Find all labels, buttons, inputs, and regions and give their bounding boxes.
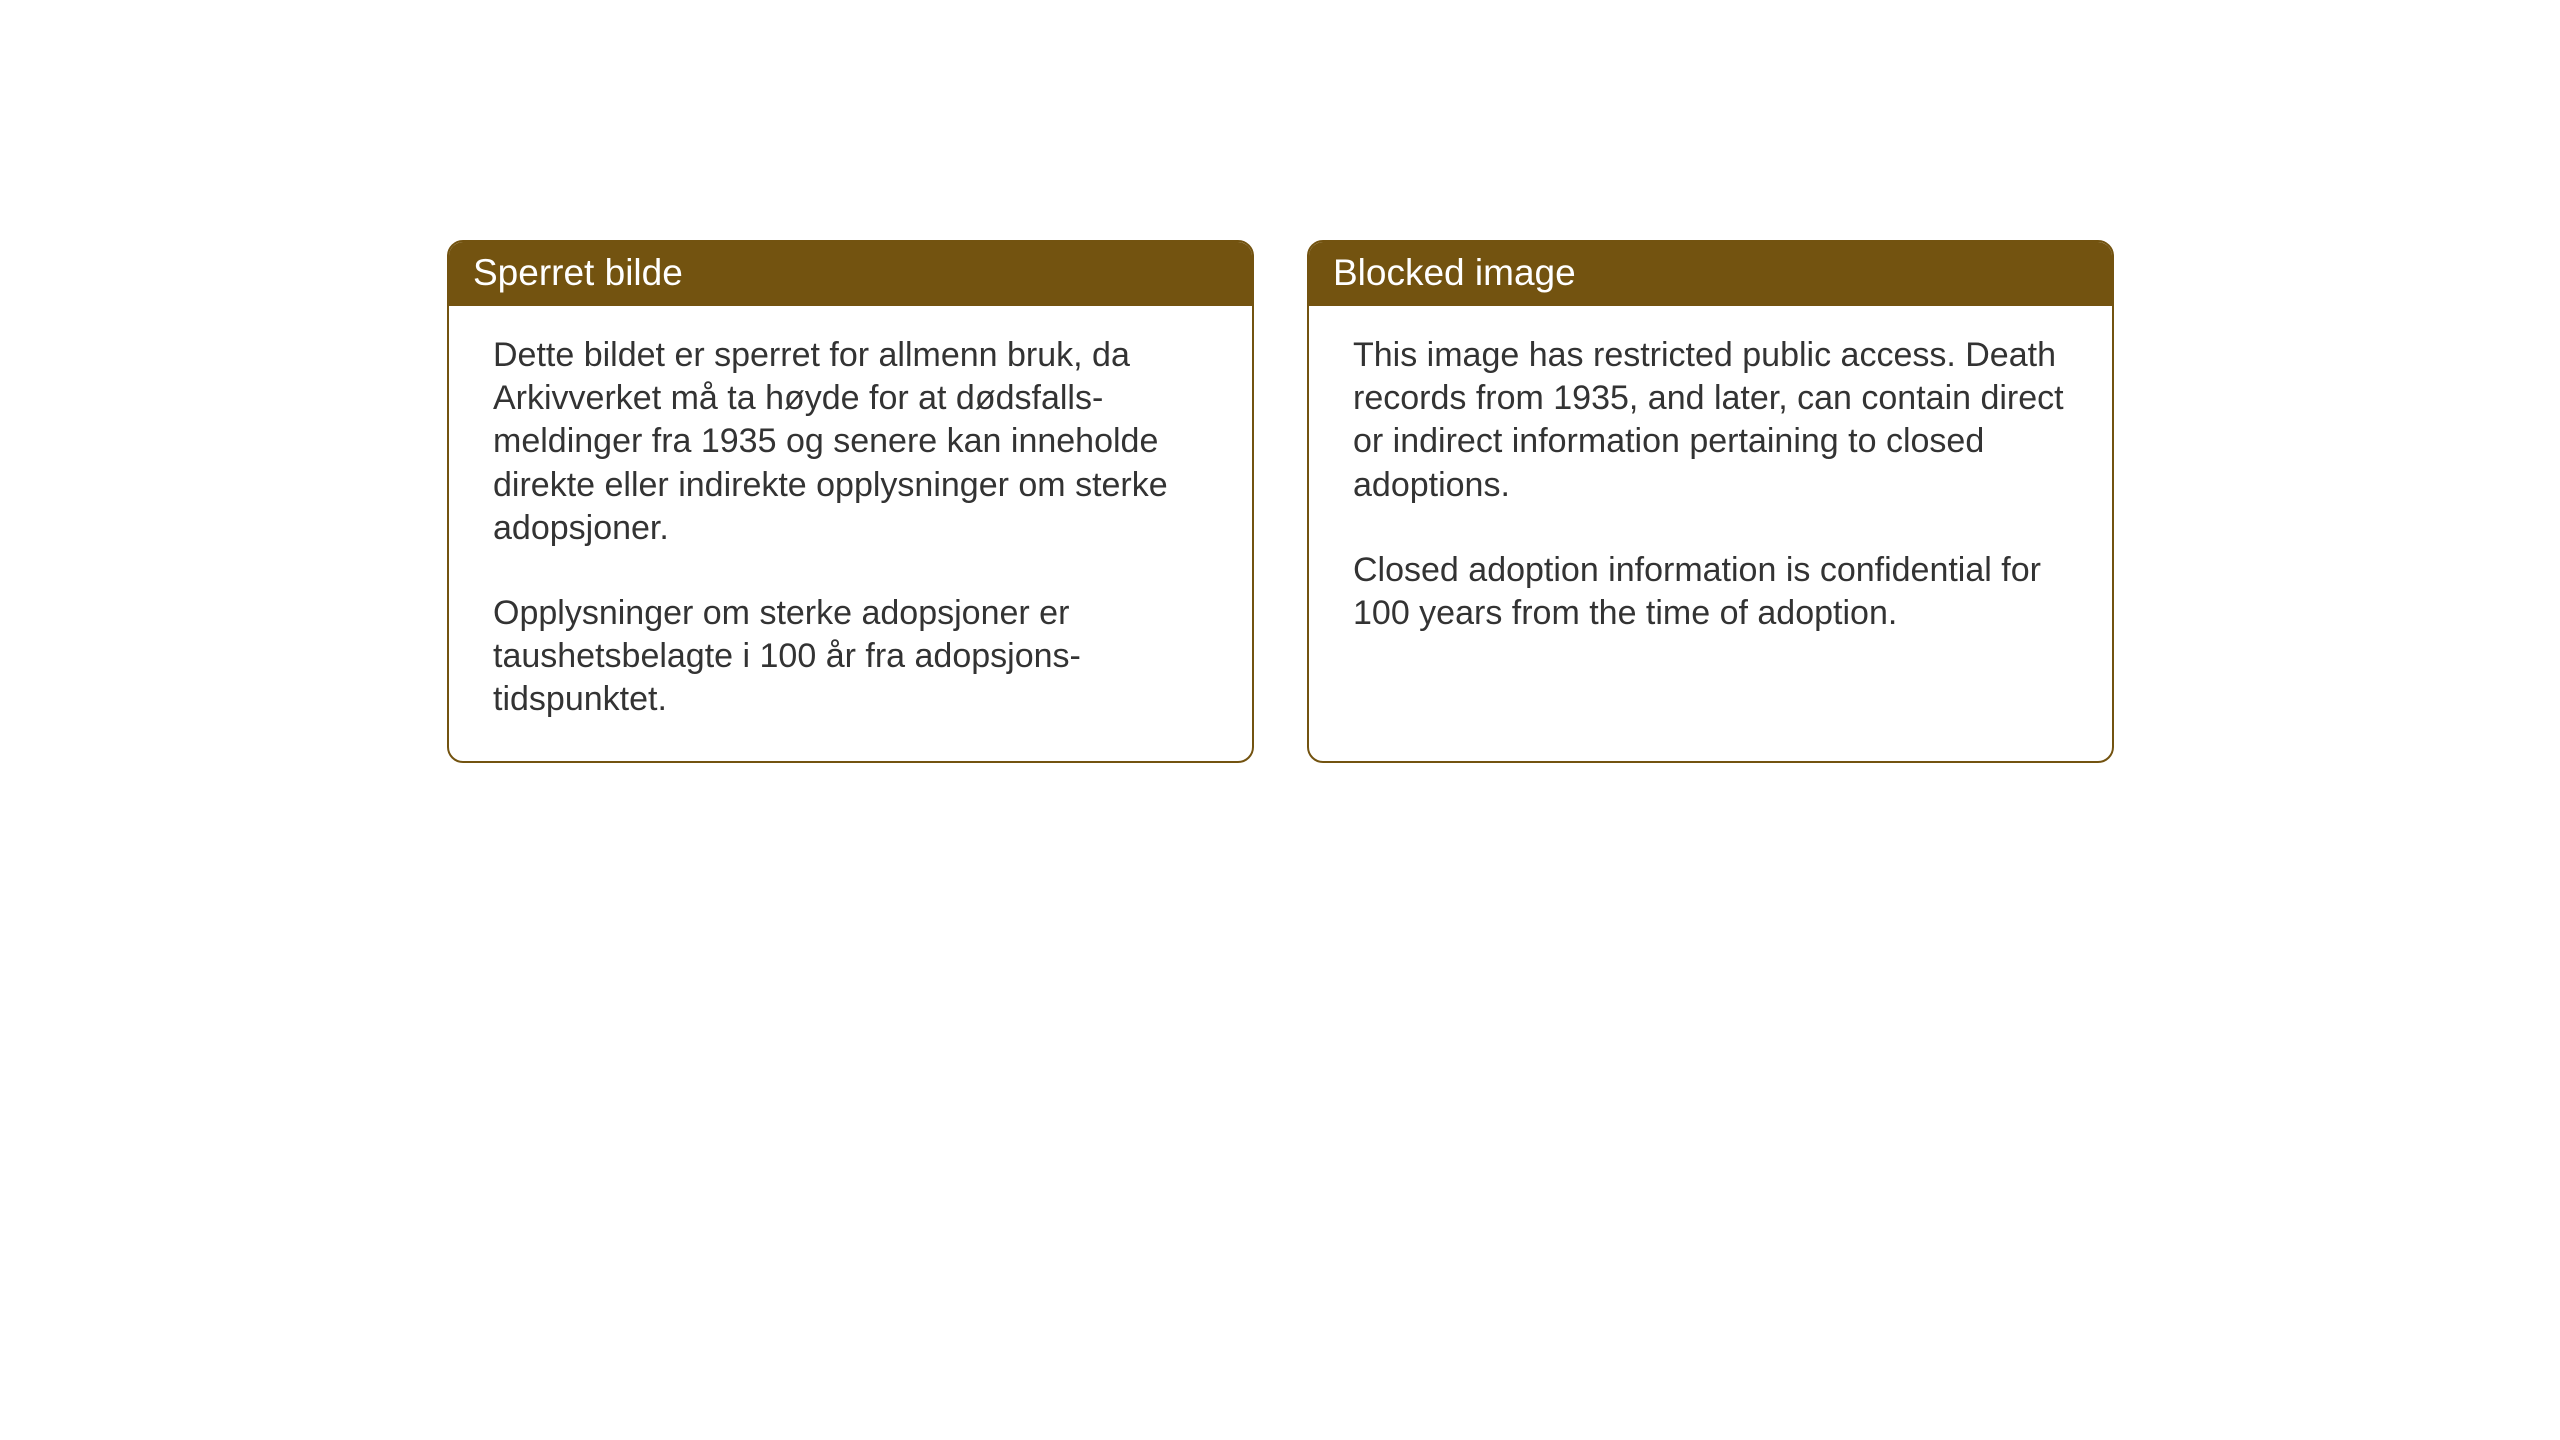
card-paragraph-english-1: This image has restricted public access.… [1353,334,2068,507]
notice-card-english: Blocked image This image has restricted … [1307,240,2114,763]
card-body-english: This image has restricted public access.… [1309,306,2112,675]
card-title-english: Blocked image [1333,252,1576,293]
card-title-norwegian: Sperret bilde [473,252,683,293]
card-body-norwegian: Dette bildet er sperret for allmenn bruk… [449,306,1252,761]
notice-cards-container: Sperret bilde Dette bildet er sperret fo… [447,240,2114,763]
card-paragraph-norwegian-2: Opplysninger om sterke adopsjoner er tau… [493,592,1208,722]
card-paragraph-english-2: Closed adoption information is confident… [1353,549,2068,635]
card-header-english: Blocked image [1309,242,2112,306]
notice-card-norwegian: Sperret bilde Dette bildet er sperret fo… [447,240,1254,763]
card-header-norwegian: Sperret bilde [449,242,1252,306]
card-paragraph-norwegian-1: Dette bildet er sperret for allmenn bruk… [493,334,1208,550]
